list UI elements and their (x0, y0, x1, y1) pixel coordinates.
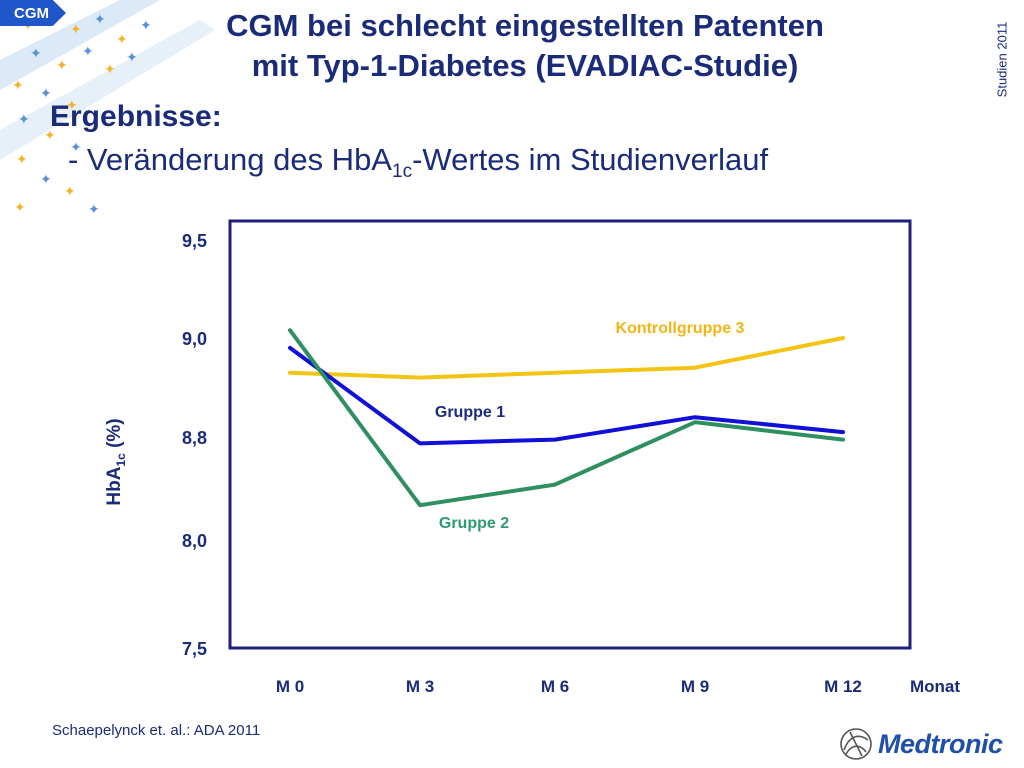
results-subheading: - Veränderung des HbA1c-Wertes im Studie… (68, 142, 768, 183)
svg-text:✦: ✦ (104, 62, 116, 78)
svg-text:✦: ✦ (18, 112, 30, 128)
svg-text:✦: ✦ (44, 128, 56, 144)
x-tick-label: M 3 (406, 677, 434, 696)
logo-text: Medtronic (878, 728, 1003, 759)
series-line-gruppe-1 (288, 345, 845, 446)
subheading-prefix: - Veränderung des HbA (68, 142, 392, 177)
svg-text:✦: ✦ (12, 78, 24, 94)
star-decoration: ✦ ✦ ✦ ✦ ✦ ✦ ✦ ✦ ✦ ✦ ✦ ✦ ✦ ✦ ✦ ✦ ✦ ✦ ✦ ✦ … (0, 0, 215, 218)
y-tick-label: 7,5 (182, 639, 207, 659)
y-tick-label: 9,5 (182, 231, 207, 251)
y-tick-label: 8,0 (182, 531, 207, 551)
x-axis-ticks: M 0 M 3 M 6 M 9 M 12 (276, 677, 862, 696)
y-tick-label: 8,8 (182, 428, 207, 448)
y-label-suffix: (%) (104, 418, 125, 453)
x-unit-label: Monat (910, 677, 960, 696)
series-label-gruppe-1: Gruppe 1 (435, 404, 505, 421)
svg-text:✦: ✦ (14, 200, 26, 216)
svg-text:✦: ✦ (94, 12, 106, 28)
y-axis-label: HbA1c (%) (104, 418, 128, 505)
svg-text:✦: ✦ (140, 18, 152, 34)
citation: Schaepelynck et. al.: ADA 2011 (52, 722, 261, 739)
y-label-subscript: 1c (114, 453, 128, 467)
title-line-1: CGM bei schlecht eingestellten Patenten (226, 8, 824, 43)
subheading-subscript: 1c (392, 161, 413, 183)
svg-text:✦: ✦ (16, 152, 28, 168)
y-label-prefix: HbA (104, 466, 125, 505)
series-label-kontrollgruppe-3: Kontrollgruppe 3 (616, 320, 745, 337)
svg-text:✦: ✦ (126, 50, 138, 66)
svg-text:✦: ✦ (70, 22, 82, 38)
x-tick-label: M 0 (276, 677, 304, 696)
svg-text:✦: ✦ (30, 46, 42, 62)
svg-text:✦: ✦ (66, 98, 78, 114)
medtronic-logo: Medtronic (838, 726, 1003, 762)
series-line-kontrollgruppe-3 (288, 336, 845, 380)
series-labels: Kontrollgruppe 3 Gruppe 1 Gruppe 2 (435, 320, 745, 532)
subheading-suffix: -Wertes im Studienverlauf (412, 142, 769, 177)
chart-frame (228, 219, 912, 650)
svg-text:✦: ✦ (82, 44, 94, 60)
svg-text:✦: ✦ (88, 202, 100, 218)
svg-text:✦: ✦ (56, 58, 68, 74)
y-tick-label: 9,0 (182, 329, 207, 349)
results-heading: Ergebnisse: (50, 100, 222, 133)
y-axis-ticks: 9,5 9,0 8,8 8,0 7,5 (182, 231, 207, 659)
svg-text:✦: ✦ (116, 32, 128, 48)
svg-text:✦: ✦ (40, 172, 52, 188)
series-line-gruppe-2 (288, 328, 845, 508)
medtronic-logo-icon (840, 728, 872, 760)
series-lines (288, 328, 845, 508)
title-line-2: mit Typ-1-Diabetes (EVADIAC-Studie) (251, 48, 799, 83)
svg-text:✦: ✦ (70, 140, 82, 156)
x-tick-label: M 6 (541, 677, 569, 696)
svg-text:✦: ✦ (64, 184, 76, 200)
svg-text:✦: ✦ (40, 86, 52, 102)
slide-title: CGM bei schlecht eingestellten Patenten … (160, 6, 890, 86)
series-label-gruppe-2: Gruppe 2 (439, 515, 509, 532)
x-tick-label: M 12 (824, 677, 862, 696)
cgm-tab: CGM (0, 0, 66, 26)
x-tick-label: M 9 (681, 677, 709, 696)
